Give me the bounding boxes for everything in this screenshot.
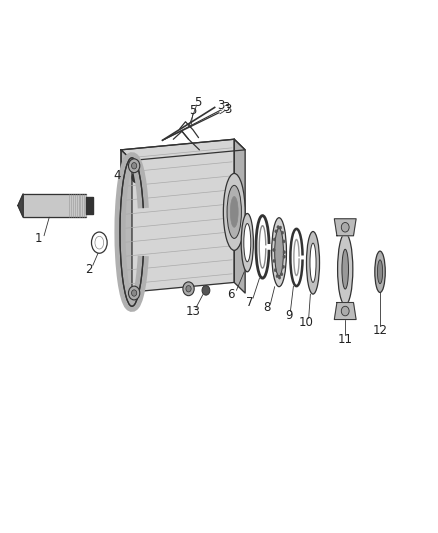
Circle shape <box>279 226 282 229</box>
Text: 13: 13 <box>185 305 200 318</box>
Polygon shape <box>334 303 356 319</box>
Circle shape <box>283 251 286 254</box>
Circle shape <box>202 286 210 295</box>
Circle shape <box>281 231 284 235</box>
Text: 12: 12 <box>373 324 388 337</box>
Text: 11: 11 <box>338 333 353 346</box>
Ellipse shape <box>275 228 283 276</box>
Circle shape <box>128 159 140 173</box>
Text: 3: 3 <box>218 99 225 112</box>
Circle shape <box>277 225 279 229</box>
Text: 1: 1 <box>35 232 42 245</box>
Circle shape <box>341 222 349 232</box>
Text: 3: 3 <box>224 102 231 116</box>
Circle shape <box>186 286 191 292</box>
Ellipse shape <box>223 173 245 251</box>
Text: 4: 4 <box>114 169 121 182</box>
Text: 10: 10 <box>299 316 314 329</box>
Circle shape <box>275 230 277 233</box>
Polygon shape <box>334 219 356 236</box>
Polygon shape <box>121 139 234 293</box>
Circle shape <box>131 163 137 169</box>
Ellipse shape <box>244 223 251 262</box>
Circle shape <box>282 265 285 269</box>
Ellipse shape <box>241 214 253 272</box>
Polygon shape <box>121 150 132 304</box>
Circle shape <box>273 238 276 241</box>
Text: 5: 5 <box>194 95 202 109</box>
Ellipse shape <box>227 185 241 238</box>
Text: 2: 2 <box>85 263 92 276</box>
Ellipse shape <box>310 243 316 282</box>
Ellipse shape <box>230 197 238 227</box>
Circle shape <box>128 286 140 300</box>
Circle shape <box>132 172 141 183</box>
Ellipse shape <box>272 217 286 287</box>
Circle shape <box>280 273 283 276</box>
Circle shape <box>131 290 137 296</box>
Circle shape <box>272 248 275 252</box>
Ellipse shape <box>342 249 349 289</box>
Text: 5: 5 <box>189 103 197 117</box>
Polygon shape <box>23 194 86 217</box>
Polygon shape <box>234 139 245 293</box>
Ellipse shape <box>375 251 385 293</box>
Polygon shape <box>86 197 93 214</box>
Text: 8: 8 <box>263 301 271 314</box>
Text: 9: 9 <box>285 309 293 322</box>
Polygon shape <box>121 139 245 160</box>
Circle shape <box>341 306 349 316</box>
Ellipse shape <box>338 233 353 305</box>
Circle shape <box>183 282 194 296</box>
Circle shape <box>276 274 279 278</box>
Circle shape <box>278 276 281 279</box>
Text: 6: 6 <box>227 288 235 301</box>
Text: 7: 7 <box>246 295 253 309</box>
Ellipse shape <box>307 231 320 294</box>
Polygon shape <box>18 194 23 217</box>
Text: 3: 3 <box>222 101 230 114</box>
Ellipse shape <box>378 260 383 284</box>
Circle shape <box>283 255 286 258</box>
Circle shape <box>273 259 276 262</box>
Circle shape <box>274 269 277 272</box>
Circle shape <box>283 240 285 243</box>
